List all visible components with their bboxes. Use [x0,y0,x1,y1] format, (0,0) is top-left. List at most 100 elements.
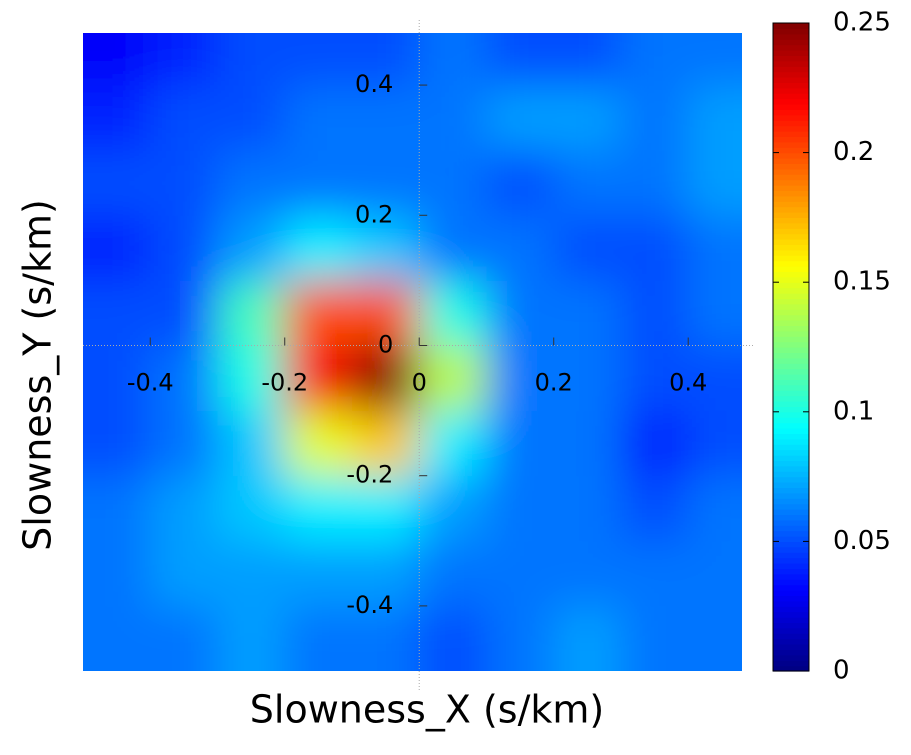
colorbar-segment [773,222,809,229]
colorbar-segment [773,390,809,397]
colorbar-segment [773,611,809,618]
colorbar-frame [772,22,810,672]
heat-cell [351,605,420,671]
colorbar-segment [773,482,809,488]
colorbar-segment [773,471,809,478]
heat-cell [150,280,218,346]
colorbar-segment [773,249,809,256]
colorbar-segment [773,600,809,607]
heat-cell [217,475,286,542]
colorbar-segment [773,276,809,283]
colorbar-segment [773,60,809,67]
colorbar-segment [773,141,809,148]
colorbar-segment [773,363,809,370]
heat-cell [284,85,353,151]
y-axis-label: Slowness_Y (s/km) [16,199,60,551]
heat-cell [553,345,622,412]
heat-cell [351,475,420,542]
colorbar-segment [773,163,809,170]
colorbar-segment [773,509,809,515]
colorbar-segment [773,455,809,461]
y-tick-label: -0.2 [346,461,393,489]
heat-cell [486,33,555,86]
heat-cell [217,215,286,281]
heat-cell [351,410,420,477]
colorbar-segment [773,606,809,613]
colorbar-segment [773,266,809,272]
x-tick-label: 0.4 [669,368,707,396]
heat-cell [150,215,218,281]
colorbar-segment [773,109,809,116]
colorbar-segment [773,644,809,650]
heat-cell [486,540,555,607]
colorbar-segment [773,460,809,467]
colorbar-segment [773,287,809,294]
colorbar-segment [773,395,809,402]
colorbar-segment [773,87,809,94]
heat-cell [83,85,151,151]
heat-cell [83,410,151,477]
heat-cell [419,150,487,216]
colorbar-segment [773,341,809,348]
colorbar-segment [773,325,809,332]
heat-cell [620,150,689,216]
colorbar-segment [773,617,809,623]
colorbar-segment [773,303,809,310]
heat-cell [351,33,420,86]
colorbar-segment [773,50,809,56]
plot-area [83,33,742,671]
heat-cell [688,215,742,281]
heat-cell [486,410,555,477]
x-axis-label: Slowness_X (s/km) [250,688,604,732]
colorbar-segment [773,185,809,191]
colorbar-segment [773,374,809,380]
heat-cell [284,215,353,281]
heat-cell [688,280,742,346]
colorbar-segment [773,217,809,224]
heat-cell [553,605,622,671]
colorbar-segment [773,660,809,667]
heat-cell [419,215,487,281]
colorbar-segment [773,654,809,661]
colorbar-segment [773,498,809,505]
colorbar-segment [773,244,809,251]
heat-cell [217,85,286,151]
colorbar-segment [773,39,809,46]
heat-cell [620,85,689,151]
heat-cell [284,33,353,86]
heat-cell [284,605,353,671]
heat-cell [419,605,487,671]
heat-cell [486,85,555,151]
heat-cell [620,215,689,281]
heat-cell [688,605,742,671]
heat-cell [688,150,742,216]
colorbar-segment [773,347,809,353]
colorbar-segment [773,298,809,305]
colorbar-segment [773,179,809,186]
heat-cell [486,150,555,216]
colorbar-segment [773,93,809,100]
colorbar-segment [773,519,809,526]
heat-cell [553,215,622,281]
colorbar-segment [773,255,809,262]
y-tick-label: 0.4 [355,70,393,98]
colorbar-segment [773,120,809,127]
heat-cell [553,150,622,216]
colorbar-segment [773,33,809,40]
heat-cell [351,345,420,412]
colorbar-segment [773,590,809,596]
colorbar-segment [773,77,809,83]
colorbar-segment [773,627,809,634]
colorbar-segment [773,368,809,375]
colorbar-segment [773,293,809,299]
colorbar-segment [773,411,809,418]
colorbar-segment [773,573,809,580]
colorbar-segment [773,195,809,202]
colorbar-segment [773,239,809,245]
colorbar-tick-label: 0.15 [833,267,891,297]
heat-cell [150,410,218,477]
heat-cell [217,345,286,412]
colorbar-segment [773,384,809,391]
heat-cell [217,540,286,607]
y-tick-label: -0.4 [346,591,393,619]
